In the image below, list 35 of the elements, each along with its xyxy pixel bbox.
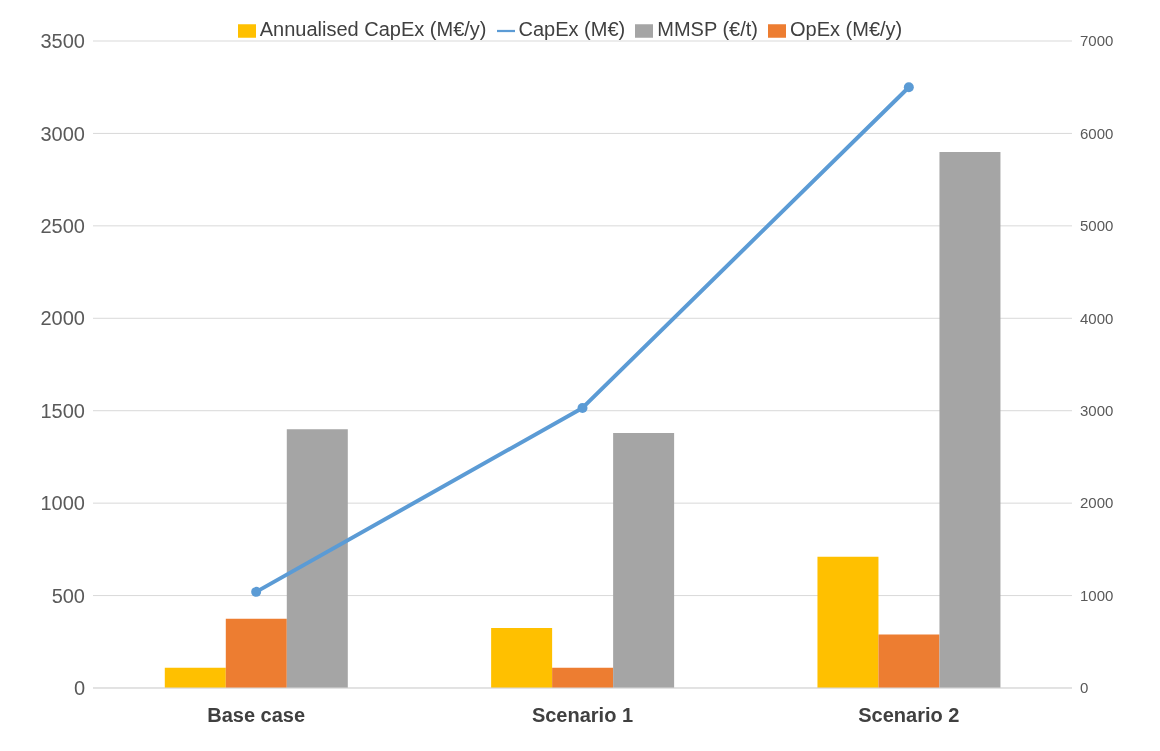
- y2-tick-label: 3000: [1080, 402, 1114, 420]
- y-tick-label: 1500: [40, 399, 85, 422]
- y2-tick-label: 4000: [1080, 309, 1114, 327]
- bar: [817, 556, 879, 688]
- y2-tick-label: 1000: [1080, 586, 1114, 604]
- y-tick-label: 0: [73, 677, 85, 700]
- x-tick-label: Scenario 2: [858, 704, 960, 727]
- legend-label: CapEx (M€): [518, 18, 626, 40]
- point: [903, 82, 914, 93]
- y2-tick-label: 5000: [1080, 217, 1114, 235]
- y-tick-label: 1000: [40, 492, 85, 515]
- legend-label: MMSP (€/t): [657, 18, 758, 40]
- bar: [613, 432, 675, 688]
- x-tick-label: Scenario 1: [531, 704, 634, 727]
- y2-tick-label: 6000: [1080, 124, 1114, 142]
- y-tick-label: 3000: [40, 122, 85, 145]
- y2-tick-label: 2000: [1080, 494, 1114, 512]
- y-tick-label: 500: [51, 584, 85, 607]
- y-tick-label: 2500: [40, 214, 85, 237]
- y2-tick-label: 0: [1080, 679, 1089, 697]
- bar: [491, 627, 553, 688]
- bar: [225, 618, 287, 688]
- y-tick-label: 3500: [40, 30, 85, 53]
- x-tick-label: Base case: [207, 704, 306, 727]
- bar: [939, 151, 1001, 688]
- y2-tick-label: 7000: [1080, 32, 1114, 50]
- legend-label: Annualised CapEx (M€/y): [259, 18, 487, 40]
- bar: [164, 667, 226, 688]
- point: [251, 586, 262, 597]
- bar: [286, 429, 348, 688]
- legend-label: OpEx (M€/y): [790, 18, 903, 40]
- point: [577, 402, 588, 413]
- y-tick-label: 2000: [40, 307, 85, 330]
- bar: [552, 667, 614, 688]
- bar: [878, 634, 940, 688]
